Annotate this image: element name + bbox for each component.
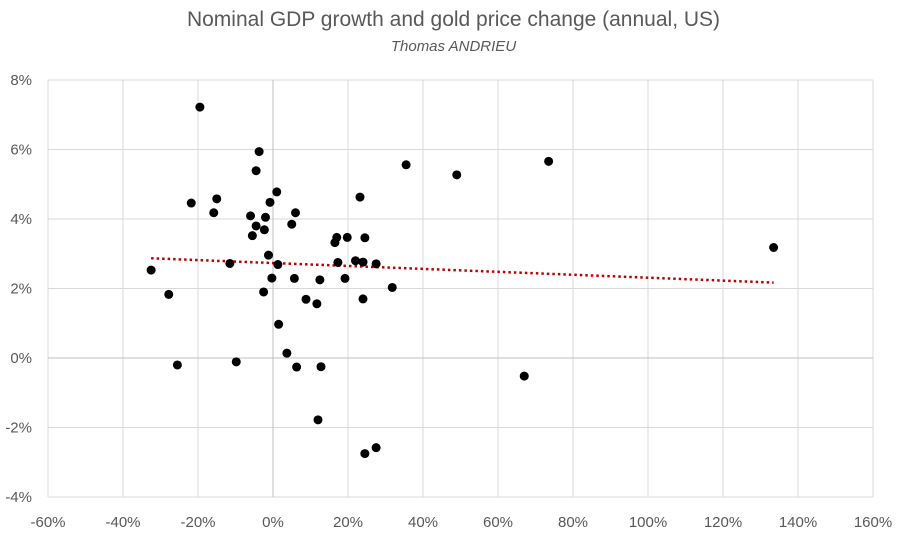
axes xyxy=(48,80,873,497)
x-tick-label: -60% xyxy=(30,514,65,531)
chart-title: Nominal GDP growth and gold price change… xyxy=(186,8,721,31)
y-tick-labels: -4% -2% 0% 2% 4% 6% 8% xyxy=(5,72,32,506)
data-point xyxy=(274,319,284,329)
x-tick-label: 40% xyxy=(408,514,438,531)
data-point xyxy=(251,221,261,231)
data-point xyxy=(401,160,411,170)
data-point xyxy=(342,232,352,242)
data-point xyxy=(272,187,282,197)
trendline xyxy=(151,257,774,284)
y-tick-label: 6% xyxy=(10,142,32,159)
data-point xyxy=(358,294,368,304)
y-tick-label: 4% xyxy=(10,211,32,228)
data-point xyxy=(291,208,300,218)
data-point xyxy=(371,259,381,269)
data-point xyxy=(164,289,174,299)
data-point xyxy=(261,212,270,222)
data-point xyxy=(267,273,277,283)
data-point xyxy=(287,219,297,229)
gridlines xyxy=(47,79,874,498)
x-tick-label: 100% xyxy=(629,514,667,531)
data-point xyxy=(316,362,326,372)
data-point xyxy=(312,299,322,309)
x-tick-label: 140% xyxy=(779,514,817,531)
data-point xyxy=(519,371,529,381)
data-point xyxy=(273,260,283,270)
data-point xyxy=(259,287,269,297)
y-tick-label: 2% xyxy=(10,281,32,298)
data-point xyxy=(264,250,273,260)
data-point xyxy=(333,257,343,267)
data-point xyxy=(195,102,205,112)
data-point xyxy=(387,282,397,292)
data-point xyxy=(358,257,368,267)
data-point xyxy=(315,275,325,285)
data-point xyxy=(282,348,292,358)
x-tick-label: -20% xyxy=(180,514,215,531)
data-point xyxy=(259,225,269,235)
data-point xyxy=(313,415,323,425)
x-tick-label: 80% xyxy=(558,514,588,531)
y-tick-label: -2% xyxy=(5,420,32,437)
data-point xyxy=(360,233,370,243)
data-point xyxy=(289,273,299,283)
data-point xyxy=(340,273,350,283)
data-point xyxy=(371,443,381,453)
data-point xyxy=(355,192,365,202)
y-tick-label: 0% xyxy=(10,350,32,367)
y-tick-label: -4% xyxy=(5,489,32,506)
data-point xyxy=(251,166,261,176)
data-point xyxy=(212,194,222,204)
data-point xyxy=(186,198,196,208)
data-point xyxy=(351,256,360,266)
data-point xyxy=(301,294,311,304)
data-point xyxy=(247,231,257,241)
data-point xyxy=(246,211,255,221)
trendline-layer xyxy=(151,257,774,284)
x-tick-label: -40% xyxy=(105,514,140,531)
x-tick-label: 0% xyxy=(262,514,284,531)
x-tick-labels: -60% -40% -20% 0% 20% 40% 60% 80% 100% 120% 140% 16… xyxy=(30,514,892,531)
x-tick-label: 60% xyxy=(483,514,513,531)
data-point xyxy=(332,232,342,242)
data-point xyxy=(225,258,235,268)
x-tick-label: 20% xyxy=(333,514,363,531)
data-point xyxy=(292,362,302,372)
data-point xyxy=(146,265,156,275)
data-point xyxy=(231,357,241,367)
chart-subtitle: Thomas ANDRIEU xyxy=(390,38,517,55)
data-point xyxy=(265,197,275,207)
data-points xyxy=(146,102,779,459)
y-tick-label: 8% xyxy=(10,72,32,89)
data-point xyxy=(209,208,219,218)
data-point xyxy=(452,170,462,180)
x-tick-label: 120% xyxy=(704,514,742,531)
data-point xyxy=(544,156,554,166)
data-point xyxy=(769,242,779,252)
data-point xyxy=(172,360,182,370)
data-point xyxy=(360,449,370,459)
data-point xyxy=(254,147,264,157)
x-tick-label: 160% xyxy=(854,514,892,531)
